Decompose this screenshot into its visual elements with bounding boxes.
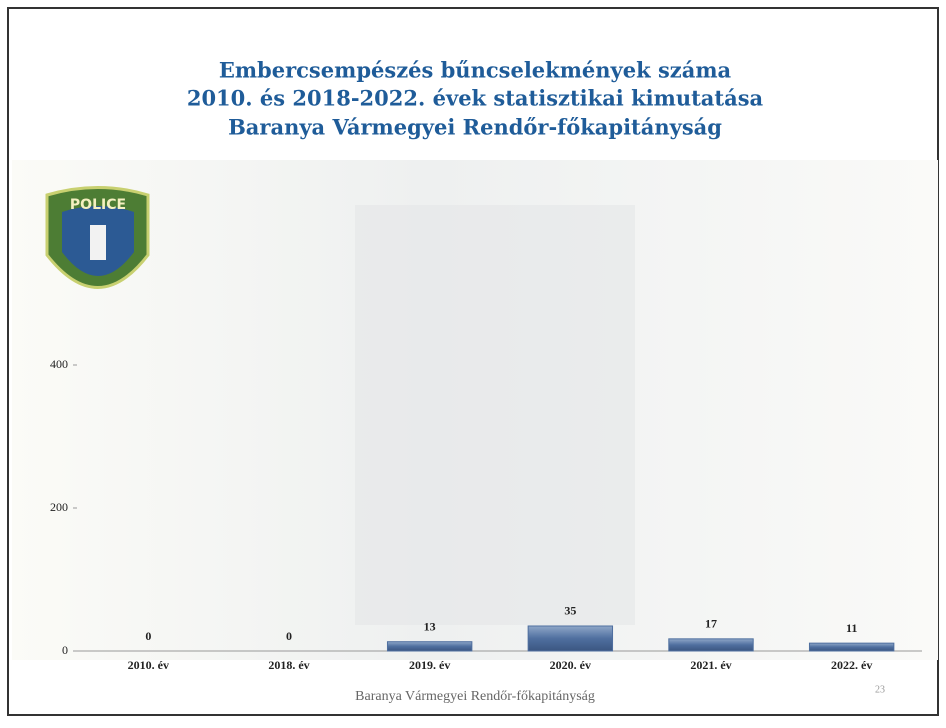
x-tick-label: 2019. év — [409, 658, 450, 672]
value-label: 13 — [424, 619, 436, 633]
chart-title: Baranya Vármegyei Rendőr-főkapitányság — [228, 115, 722, 140]
page-number: 23 — [875, 684, 885, 695]
x-tick-label: 2018. év — [268, 658, 309, 672]
x-tick-label: 2020. év — [550, 658, 591, 672]
logo-tower — [90, 225, 106, 260]
bar — [809, 643, 893, 651]
x-tick-label: 2010. év — [128, 658, 169, 672]
x-tick-label: 2022. év — [831, 658, 872, 672]
chart-title: 2010. és 2018-2022. évek statisztikai ki… — [187, 86, 764, 111]
value-label: 0 — [145, 629, 151, 643]
bar — [528, 626, 612, 651]
footer-text: Baranya Vármegyei Rendőr-főkapitányság — [355, 689, 595, 704]
y-tick-label: 200 — [50, 500, 68, 514]
y-tick-label: 400 — [50, 357, 68, 371]
value-label: 0 — [286, 629, 292, 643]
logo-text: POLICE — [70, 197, 126, 213]
value-label: 35 — [564, 604, 576, 618]
background-building — [355, 205, 635, 625]
value-label: 17 — [705, 617, 717, 631]
chart-title: Embercsempészés bűncselekmények száma — [219, 58, 732, 83]
x-tick-label: 2021. év — [690, 658, 731, 672]
bar — [669, 639, 753, 651]
page: {"chart_data": {"type": "bar", "title": … — [0, 0, 946, 723]
slide: Embercsempészés bűncselekmények száma 20… — [0, 0, 946, 723]
value-label: 11 — [846, 621, 857, 635]
logo: POLICE — [47, 188, 148, 288]
y-tick-label: 0 — [62, 643, 68, 657]
bar — [387, 642, 471, 651]
